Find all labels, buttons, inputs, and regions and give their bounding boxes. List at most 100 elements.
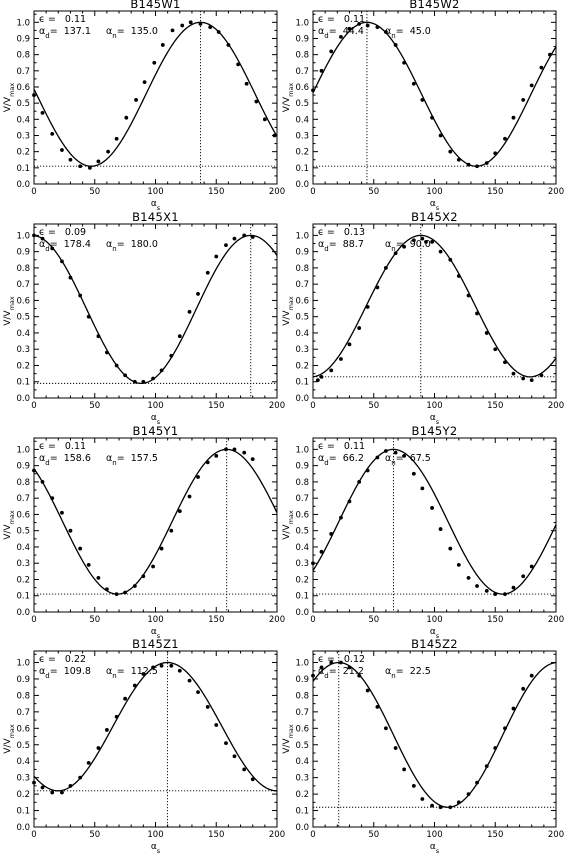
fit-curve (312, 661, 557, 808)
data-point (232, 447, 237, 452)
epsilon-value: 0.13 (344, 227, 365, 238)
x-tick-label: 100 (426, 401, 442, 411)
data-point (393, 450, 398, 455)
panel-title: B145W2 (409, 0, 459, 11)
y-tick-label: 0.7 (295, 67, 309, 77)
alpha-n-value: 135.0 (131, 26, 158, 37)
data-point (365, 23, 370, 28)
annotation-alpha-n: αn= 90.0 (385, 239, 431, 253)
y-tick-label: 0.5 (16, 99, 30, 109)
y-axis-label: V/Vmax (3, 510, 16, 540)
x-tick-label: 150 (208, 615, 224, 625)
y-tick-label: 0.6 (295, 296, 309, 306)
data-point (187, 494, 192, 499)
data-point (402, 244, 407, 249)
data-point (151, 665, 155, 670)
data-point (105, 350, 109, 355)
data-point (50, 246, 55, 251)
data-point (60, 148, 64, 152)
data-point (529, 673, 534, 678)
data-point (529, 378, 534, 383)
y-tick-label: 0.2 (16, 575, 30, 585)
data-point (68, 275, 73, 280)
data-point (196, 292, 200, 296)
data-point (216, 30, 221, 34)
data-point (365, 305, 370, 309)
y-tick-label: 0.4 (295, 115, 309, 125)
data-point (438, 527, 443, 531)
y-tick-label: 1.0 (16, 18, 30, 28)
data-point (123, 696, 128, 701)
data-point (466, 792, 471, 797)
data-point (438, 249, 443, 254)
y-tick-label: 0.3 (16, 131, 30, 141)
data-point (188, 20, 193, 25)
data-point (365, 468, 370, 473)
data-point (159, 663, 164, 668)
x-axis-label: αs (151, 413, 161, 426)
y-tick-label: 0.8 (295, 51, 309, 61)
y-tick-label: 0.0 (16, 823, 30, 833)
y-tick-label: 0.2 (295, 148, 309, 158)
y-axis-label: V/Vmax (3, 724, 16, 754)
y-tick-label: 0.1 (295, 164, 309, 174)
y-tick-label: 0.3 (295, 131, 309, 141)
y-axis-label: V/Vmax (3, 83, 16, 113)
data-point (60, 790, 64, 795)
fit-curve (33, 661, 278, 792)
y-tick-label: 0.0 (16, 180, 30, 190)
data-point (114, 714, 119, 719)
data-point (187, 309, 192, 314)
data-point (529, 564, 534, 569)
x-tick-label: 200 (269, 830, 285, 840)
data-point (339, 34, 343, 39)
annotation-epsilon: ϵ = 0.22 (39, 654, 86, 665)
x-tick-label: 150 (487, 401, 503, 411)
data-point (132, 584, 137, 588)
data-point (466, 575, 471, 580)
chart-panel-4: B145X2 0 50 100 150 200 0.0 0.1 0.2 0.3 0.4 0.5 0.6 0… (282, 210, 564, 426)
data-point (78, 775, 83, 780)
data-point (384, 449, 388, 453)
x-tick-label: 100 (147, 187, 163, 197)
panel-title: B145Z1 (132, 637, 179, 651)
epsilon-value: 0.22 (65, 654, 86, 665)
data-point (402, 767, 407, 772)
data-point (456, 157, 461, 162)
data-point (311, 88, 315, 93)
y-tick-label: 0.2 (295, 575, 309, 585)
x-tick-label: 150 (487, 615, 503, 625)
data-point (420, 486, 425, 491)
y-tick-label: 0.1 (16, 164, 30, 174)
data-point (40, 236, 45, 241)
data-point (420, 797, 425, 801)
y-tick-label: 0.0 (295, 394, 309, 404)
data-point (448, 805, 453, 810)
epsilon-value: 0.11 (344, 441, 365, 452)
data-point (68, 783, 73, 788)
data-point (132, 683, 137, 688)
data-point (375, 25, 380, 30)
x-tick-label: 0 (31, 615, 36, 625)
plot-frame (33, 223, 278, 399)
data-point (448, 149, 453, 154)
annotation-alpha-d: αd= 21.2 (318, 666, 364, 680)
x-tick-label: 0 (310, 187, 315, 197)
data-point (60, 510, 64, 515)
chart-panel-5: B145Y1 0 50 100 150 200 0.0 0.1 0.2 0.3 0.4 0.5 0.6 0… (3, 424, 285, 640)
data-point (187, 678, 192, 683)
data-point (198, 22, 203, 26)
x-tick-label: 50 (368, 187, 379, 197)
data-point (177, 334, 182, 339)
alpha-d-value: 66.2 (343, 453, 364, 464)
data-point (32, 233, 36, 238)
data-point (365, 688, 370, 693)
y-tick-label: 0.4 (16, 115, 30, 125)
y-tick-label: 0.7 (295, 494, 309, 504)
annotation-alpha-n: αn= 22.5 (385, 666, 431, 680)
data-point (466, 293, 471, 298)
data-point (384, 266, 388, 270)
x-tick-label: 150 (487, 830, 503, 840)
y-tick-label: 0.2 (295, 790, 309, 800)
